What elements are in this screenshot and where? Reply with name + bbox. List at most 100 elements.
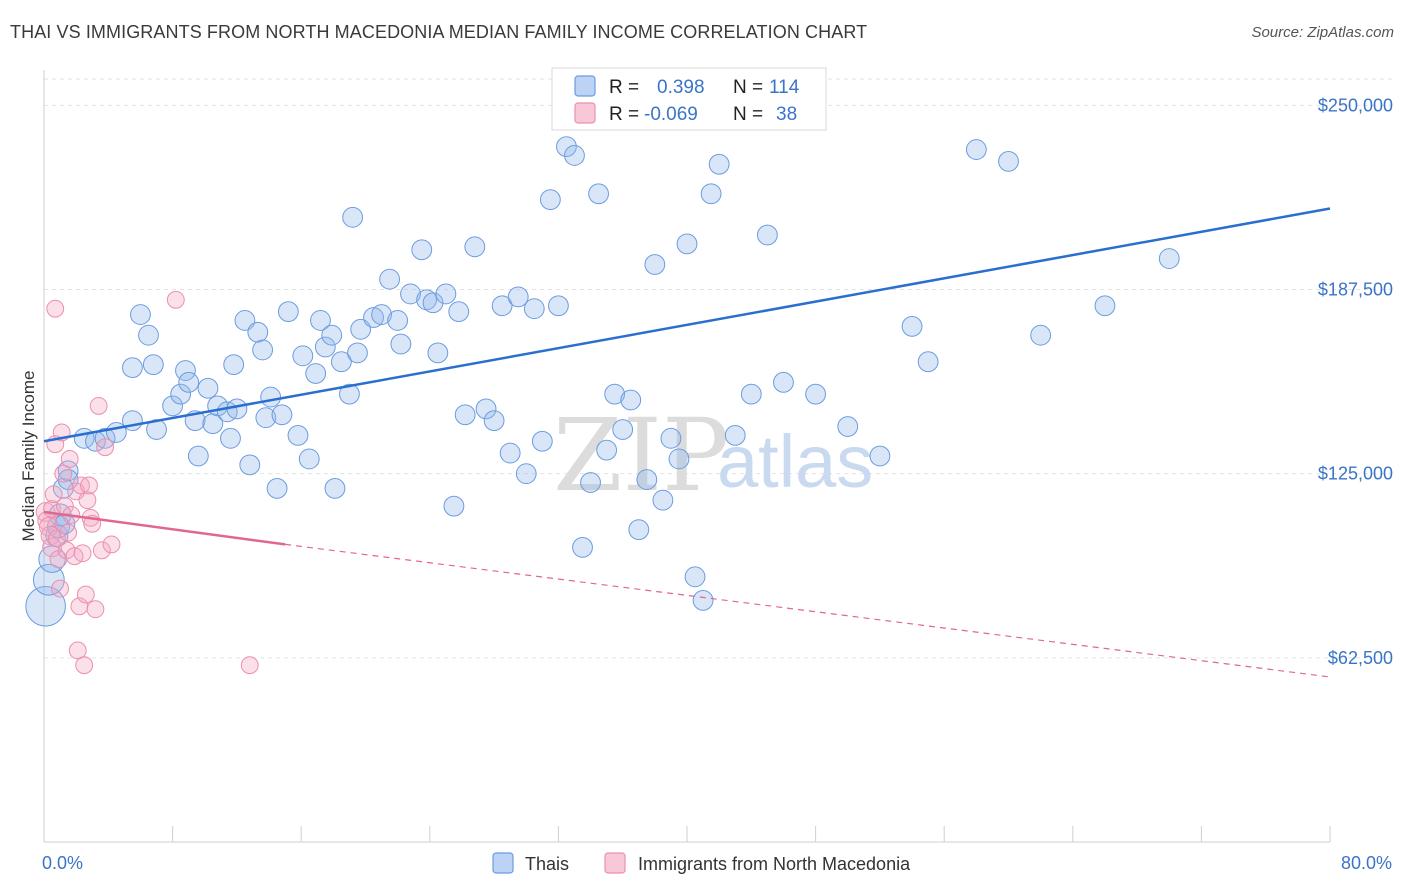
macedonia-point-32	[89, 396, 108, 415]
thais-point-86	[604, 383, 626, 405]
y-tick-label-2: $187,500	[1318, 280, 1393, 300]
source-label: Source: ZipAtlas.com	[1251, 24, 1394, 41]
thais-point-57	[379, 268, 401, 290]
thais-point-105	[837, 416, 859, 437]
thais-point-68	[454, 404, 476, 426]
thais-point-107	[901, 315, 923, 337]
macedonia-point-27	[78, 491, 97, 510]
macedonia-point-8	[47, 529, 66, 548]
thais-point-52	[342, 206, 364, 228]
y-axis-label: Median Family Income	[19, 370, 38, 541]
watermark-zip: ZIP	[553, 397, 729, 514]
thais-point-60	[400, 283, 421, 305]
thais-point-34	[239, 454, 261, 476]
thais-point-53	[347, 342, 368, 364]
chart-title: THAI VS IMMIGRANTS FROM NORTH MACEDONIA …	[10, 22, 868, 42]
thais-point-80	[556, 136, 577, 158]
thais-point-72	[491, 295, 513, 317]
series-thais-points	[25, 136, 1180, 627]
thais-point-19	[146, 419, 167, 440]
thais-point-78	[539, 189, 561, 211]
stats-thais-n-label: N =	[733, 77, 763, 98]
thais-point-81	[564, 145, 585, 166]
legend-swatch-macedonia	[604, 852, 626, 874]
thais-point-108	[917, 351, 939, 373]
thais-point-110	[998, 150, 1019, 172]
trend-line-macedonia	[43, 510, 286, 546]
stats-swatch-macedonia	[574, 102, 596, 124]
macedonia-point-13	[54, 464, 73, 483]
watermark-atlas: atlas	[717, 420, 873, 503]
stats-macedonia-n-value: 38	[776, 104, 797, 125]
legend-label-thais: Thais	[525, 854, 569, 874]
thais-point-89	[628, 519, 650, 541]
thais-point-91	[644, 254, 666, 275]
thais-point-26	[197, 377, 219, 399]
macedonia-point-31	[86, 600, 105, 619]
thais-point-70	[475, 398, 497, 420]
macedonia-point-28	[80, 476, 98, 495]
series-macedonia-points	[35, 290, 259, 675]
thais-point-75	[515, 463, 537, 485]
macedonia-point-10	[46, 299, 65, 318]
thais-point-113	[1158, 248, 1180, 269]
thais-point-22	[175, 360, 196, 381]
macedonia-point-4	[42, 537, 62, 558]
trend-line-thais	[43, 207, 1331, 443]
thais-point-47	[314, 336, 336, 358]
macedonia-point-6	[44, 485, 63, 504]
thais-point-20	[162, 395, 184, 417]
thais-point-83	[580, 472, 601, 493]
y-tick-label-3: $250,000	[1318, 95, 1393, 115]
thais-point-94	[668, 448, 690, 470]
thais-point-35	[247, 321, 269, 343]
thais-point-109	[965, 139, 987, 160]
thais-point-79	[548, 295, 569, 317]
thais-point-45	[305, 363, 327, 384]
thais-point-102	[756, 224, 778, 246]
thais-point-101	[740, 383, 762, 405]
thais-point-96	[684, 566, 706, 588]
thais-point-40	[271, 404, 293, 426]
thais-point-25	[187, 445, 209, 467]
thais-point-112	[1094, 295, 1116, 317]
thais-point-99	[708, 153, 730, 175]
thais-point-90	[636, 469, 658, 490]
thais-point-44	[298, 448, 320, 470]
thais-point-65	[435, 283, 457, 305]
thais-point-33	[234, 310, 256, 331]
stats-macedonia-r-label: R =	[609, 104, 639, 125]
stats-box: R = 0.398 N = 114 R = -0.069 N = 38	[551, 67, 827, 131]
thais-point-77	[531, 430, 553, 452]
thais-point-58	[387, 310, 409, 331]
thais-point-88	[620, 389, 642, 411]
thais-point-97	[692, 589, 714, 611]
x-tick-label-max: 80.0%	[1341, 853, 1392, 873]
trend-line-macedonia-extension	[285, 543, 1331, 678]
y-tick-labels: $62,500 $125,000 $187,500 $250,000	[1318, 95, 1393, 667]
thais-point-85	[596, 439, 618, 461]
thais-point-18	[142, 354, 164, 376]
thais-point-64	[427, 342, 449, 364]
thais-point-92	[652, 489, 674, 511]
thais-point-111	[1030, 324, 1052, 346]
thais-point-27	[202, 413, 224, 434]
thais-point-17	[130, 304, 151, 325]
thais-point-84	[588, 183, 609, 205]
thais-point-95	[676, 233, 698, 255]
thais-point-98	[700, 183, 722, 205]
thais-point-37	[255, 407, 277, 429]
thais-point-106	[869, 445, 891, 467]
stats-swatch-thais	[574, 75, 596, 97]
watermark: ZIP atlas	[553, 397, 873, 514]
thais-point-100	[724, 424, 746, 446]
y-tick-label-0: $62,500	[1328, 648, 1393, 668]
stats-thais-r-label: R =	[609, 77, 639, 98]
stats-thais-r-value: 0.398	[657, 77, 705, 98]
thais-point-41	[277, 301, 299, 323]
x-tick-label-min: 0.0%	[42, 853, 83, 873]
thais-point-74	[507, 286, 529, 308]
thais-point-48	[321, 324, 343, 346]
thais-point-55	[363, 307, 384, 328]
